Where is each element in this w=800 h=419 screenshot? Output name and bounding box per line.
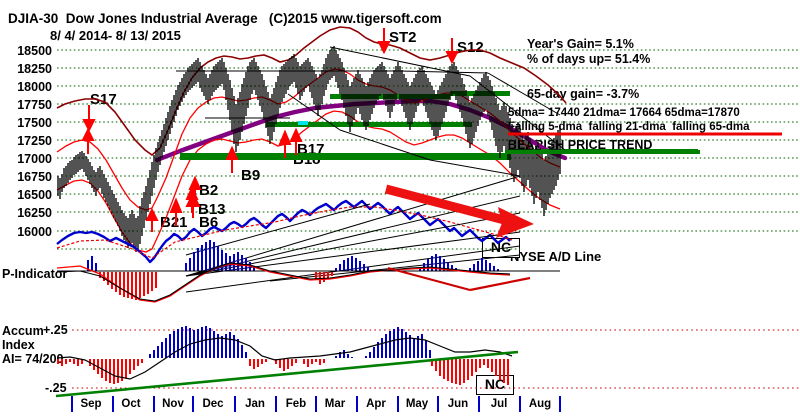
x-tick-sep: Sep — [80, 398, 102, 410]
annotation-s17: S17 — [90, 91, 117, 108]
envelope-lower-line — [56, 110, 561, 253]
annotation-b18: B18 — [293, 151, 321, 168]
nyse-ad-moving-average — [56, 206, 513, 259]
y-tick-16500: 16500 — [17, 188, 52, 202]
nc-badge-price: NC — [482, 238, 520, 258]
x-tick-feb: Feb — [285, 398, 307, 410]
annotation-b6: B6 — [199, 214, 219, 231]
page-title: DJIA-30 Dow Jones Industrial Average (C)… — [8, 11, 442, 26]
accum-label: Accum — [2, 324, 44, 338]
y-tick-18500: 18500 — [17, 44, 52, 58]
x-tick-aug: Aug — [528, 398, 552, 410]
x-tick-dec: Dec — [202, 398, 224, 410]
x-tick-mar: Mar — [324, 398, 346, 410]
nc-badge-accum: NC — [476, 375, 514, 395]
p-indicator-label: P-Indicator — [2, 267, 68, 281]
downtrend-arrow — [384, 184, 534, 238]
dma-values-text: 5dma= 17440 21dma= 17664 65dma=17870 — [508, 107, 740, 119]
date-range: 8/ 4/ 2014- 8/ 13/ 2015 — [50, 28, 181, 43]
accum-y-tick-plus: +.25 — [43, 323, 68, 337]
x-tick-jun: Jun — [447, 398, 469, 410]
index-label: Index — [2, 338, 35, 352]
accum-index-bars — [56, 326, 513, 385]
accum-y-tick-minus: -.25 — [45, 381, 67, 395]
ad-fan-trendlines — [185, 175, 521, 293]
buy-arrows — [81, 127, 303, 232]
ai-value-label: AI= 74/200 — [2, 352, 64, 366]
x-tick-apr: Apr — [366, 398, 386, 410]
pct-days-up-text: % of days up= 51.4% — [527, 52, 651, 66]
annotation-s12: S12 — [457, 39, 484, 56]
falling-dma-text: Falling 5-dma falling 21-dma falling 65-… — [508, 121, 750, 133]
dma65-line — [56, 26, 567, 157]
p-indicator-trendlines — [387, 266, 531, 292]
y-tick-17750: 17750 — [17, 98, 52, 112]
y-tick-18250: 18250 — [17, 62, 52, 76]
dma200-line — [154, 98, 568, 163]
nyse-ad-line-label: NYSE A/D Line — [510, 249, 602, 264]
annotation-b9: B9 — [241, 167, 261, 184]
gain-65day-text: 65-day gain= -3.7% — [527, 87, 640, 101]
y-tick-16750: 16750 — [17, 170, 52, 184]
y-tick-17000: 17000 — [17, 152, 52, 166]
years-gain-text: Year's Gain= 5.1% — [527, 37, 634, 51]
y-tick-16250: 16250 — [17, 206, 52, 220]
x-tick-jul: Jul — [490, 398, 508, 410]
nyse-ad-line — [56, 199, 511, 264]
x-tick-jan: Jan — [245, 398, 265, 410]
y-tick-18000: 18000 — [17, 80, 52, 94]
price-trendlines — [176, 46, 566, 177]
annotation-b2: B2 — [199, 182, 219, 199]
bearish-trend-text: BEARISH PRICE TREND — [508, 138, 653, 152]
accum-nc-trendline — [55, 350, 519, 398]
envelope-upper-line — [56, 68, 561, 211]
annotation-b21: B21 — [160, 214, 188, 231]
annotation-st2: ST2 — [389, 29, 417, 46]
x-tick-may: May — [405, 398, 429, 410]
y-tick-16000: 16000 — [17, 225, 52, 239]
x-tick-nov: Nov — [162, 398, 184, 410]
y-tick-17250: 17250 — [17, 134, 52, 148]
x-tick-oct: Oct — [121, 398, 141, 410]
y-tick-17500: 17500 — [17, 116, 52, 130]
accum-gridlines — [72, 329, 800, 389]
